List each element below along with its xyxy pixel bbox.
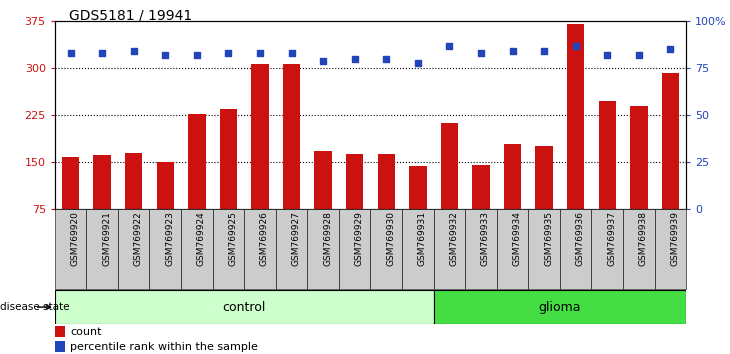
Point <box>664 46 676 52</box>
Bar <box>567 24 585 209</box>
Bar <box>181 209 212 289</box>
Bar <box>118 209 150 289</box>
Bar <box>55 326 65 337</box>
Text: GSM769928: GSM769928 <box>323 211 332 266</box>
Text: control: control <box>223 301 266 314</box>
Point <box>412 60 423 65</box>
Bar <box>346 154 364 209</box>
Bar <box>465 209 496 289</box>
Text: GSM769934: GSM769934 <box>512 211 521 266</box>
Bar <box>251 64 269 209</box>
Point <box>223 50 234 56</box>
Point <box>444 43 456 48</box>
Text: GSM769939: GSM769939 <box>670 211 680 266</box>
Bar <box>599 101 616 209</box>
Bar <box>244 209 276 289</box>
Bar <box>402 209 434 289</box>
Text: GSM769924: GSM769924 <box>197 211 206 266</box>
Text: GSM769938: GSM769938 <box>639 211 648 266</box>
Text: glioma: glioma <box>539 301 581 314</box>
Text: GSM769937: GSM769937 <box>607 211 616 266</box>
Text: GDS5181 / 19941: GDS5181 / 19941 <box>69 9 193 23</box>
Point <box>318 58 329 63</box>
Point <box>507 48 518 54</box>
Bar <box>655 209 686 289</box>
Bar <box>307 209 339 289</box>
Bar <box>377 154 395 209</box>
Bar <box>55 290 434 324</box>
Point <box>65 50 77 56</box>
Point <box>254 50 266 56</box>
Bar <box>93 155 111 209</box>
Text: GSM769931: GSM769931 <box>418 211 427 266</box>
Bar <box>441 122 458 209</box>
Point <box>128 48 139 54</box>
Text: GSM769936: GSM769936 <box>576 211 585 266</box>
Bar <box>125 153 142 209</box>
Bar <box>55 341 65 353</box>
Bar <box>370 209 402 289</box>
Bar <box>188 114 206 209</box>
Bar <box>86 209 118 289</box>
Point <box>538 48 550 54</box>
Bar <box>283 64 300 209</box>
Text: GSM769927: GSM769927 <box>291 211 301 266</box>
Text: GSM769930: GSM769930 <box>386 211 395 266</box>
Bar <box>623 209 655 289</box>
Bar <box>212 209 244 289</box>
Point <box>380 56 392 62</box>
Text: GSM769932: GSM769932 <box>450 211 458 266</box>
Bar <box>661 73 679 209</box>
Text: GSM769935: GSM769935 <box>544 211 553 266</box>
Point <box>570 43 582 48</box>
Bar <box>276 209 307 289</box>
Text: percentile rank within the sample: percentile rank within the sample <box>70 342 258 352</box>
Text: GSM769926: GSM769926 <box>260 211 269 266</box>
Bar <box>156 162 174 209</box>
Point <box>633 52 645 58</box>
Bar <box>591 209 623 289</box>
Text: GSM769920: GSM769920 <box>71 211 80 266</box>
Text: GSM769922: GSM769922 <box>134 211 142 266</box>
Bar <box>529 209 560 289</box>
Text: GSM769929: GSM769929 <box>355 211 364 266</box>
Bar <box>560 209 591 289</box>
Text: disease state: disease state <box>0 302 69 312</box>
Text: GSM769921: GSM769921 <box>102 211 111 266</box>
Bar <box>150 209 181 289</box>
Text: GSM769925: GSM769925 <box>228 211 237 266</box>
Bar <box>315 151 332 209</box>
Point <box>159 52 171 58</box>
Bar <box>62 157 80 209</box>
Bar <box>496 209 529 289</box>
Bar <box>55 209 86 289</box>
Bar <box>535 146 553 209</box>
Point <box>349 56 361 62</box>
Point <box>96 50 108 56</box>
Bar <box>409 166 426 209</box>
Bar <box>630 105 648 209</box>
Bar <box>220 109 237 209</box>
Point <box>191 52 203 58</box>
Point <box>475 50 487 56</box>
Text: GSM769923: GSM769923 <box>165 211 174 266</box>
Text: count: count <box>70 327 101 337</box>
Point <box>602 52 613 58</box>
Text: GSM769933: GSM769933 <box>481 211 490 266</box>
Bar <box>504 144 521 209</box>
Bar <box>472 165 490 209</box>
Bar <box>339 209 370 289</box>
Bar <box>434 290 686 324</box>
Bar <box>434 209 465 289</box>
Point <box>285 50 297 56</box>
